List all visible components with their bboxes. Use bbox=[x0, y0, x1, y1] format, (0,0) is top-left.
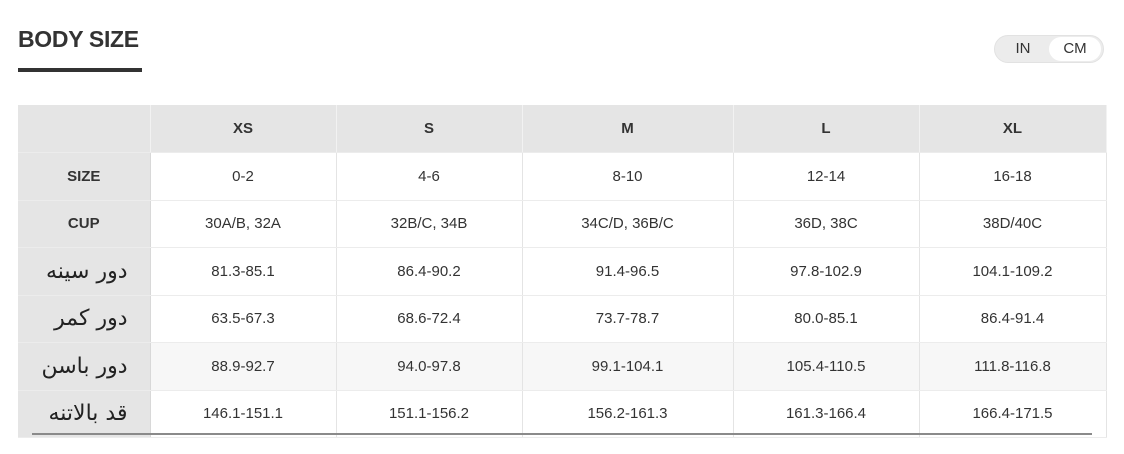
cell: 161.3-166.4 bbox=[733, 390, 920, 438]
header-row: XS S M L XL bbox=[18, 105, 1107, 153]
cell: 36D, 38C bbox=[733, 200, 920, 248]
row-label: قد بالاتنه bbox=[18, 390, 151, 438]
cell: 91.4-96.5 bbox=[522, 247, 734, 296]
unit-option[interactable]: CM bbox=[1049, 37, 1101, 61]
row-label: دور باسن bbox=[18, 342, 151, 391]
row-label: CUP bbox=[18, 200, 151, 248]
column-header: M bbox=[522, 105, 734, 153]
table-bottom-line bbox=[32, 433, 1092, 435]
cell: 86.4-90.2 bbox=[336, 247, 523, 296]
cell: 81.3-85.1 bbox=[150, 247, 337, 296]
table-row: دور کمر 63.5-67.3 68.6-72.4 73.7-78.7 80.0-8… bbox=[18, 295, 1107, 343]
cell: 151.1-156.2 bbox=[336, 390, 523, 438]
cell: 38D/40C bbox=[919, 200, 1107, 248]
cell: 105.4-110.5 bbox=[733, 342, 920, 391]
column-header: S bbox=[336, 105, 523, 153]
cell: 86.4-91.4 bbox=[919, 295, 1107, 343]
table-row: دور سینه 81.3-85.1 86.4-90.2 91.4-96.5 97.8-… bbox=[18, 247, 1107, 296]
cell: 166.4-171.5 bbox=[919, 390, 1107, 438]
cell: 16-18 bbox=[919, 152, 1107, 201]
cell: 99.1-104.1 bbox=[522, 342, 734, 391]
table-row: قد بالاتنه 146.1-151.1 151.1-156.2 156.2-16… bbox=[18, 390, 1107, 438]
cell: 104.1-109.2 bbox=[919, 247, 1107, 296]
cell: 73.7-78.7 bbox=[522, 295, 734, 343]
cell: 0-2 bbox=[150, 152, 337, 201]
column-header: XL bbox=[919, 105, 1107, 153]
title-underline bbox=[18, 68, 142, 72]
cell: 111.8-116.8 bbox=[919, 342, 1107, 391]
cell: 88.9-92.7 bbox=[150, 342, 337, 391]
column-header: XS bbox=[150, 105, 337, 153]
cell: 63.5-67.3 bbox=[150, 295, 337, 343]
cell: 94.0-97.8 bbox=[336, 342, 523, 391]
table-body: SIZE 0-2 4-6 8-10 12-14 16-18 CUP 30A/B, 32A 32B… bbox=[18, 152, 1107, 438]
table-row: دور باسن 88.9-92.7 94.0-97.8 99.1-104.1 105.… bbox=[18, 342, 1107, 391]
row-label: دور کمر bbox=[18, 295, 151, 343]
row-label: دور سینه bbox=[18, 247, 151, 296]
row-label: SIZE bbox=[18, 152, 151, 201]
cell: 68.6-72.4 bbox=[336, 295, 523, 343]
corner-cell bbox=[18, 105, 151, 153]
cell: 34C/D, 36B/C bbox=[522, 200, 734, 248]
size-table: XS S M L XL SIZE 0-2 4-6 8-10 12-14 16-18 CUP 30A/B… bbox=[18, 105, 1107, 438]
cell: 97.8-102.9 bbox=[733, 247, 920, 296]
cell: 12-14 bbox=[733, 152, 920, 201]
cell: 80.0-85.1 bbox=[733, 295, 920, 343]
cell: 32B/C, 34B bbox=[336, 200, 523, 248]
cell: 8-10 bbox=[522, 152, 734, 201]
cell: 30A/B, 32A bbox=[150, 200, 337, 248]
unit-toggle: IN CM bbox=[994, 35, 1104, 63]
cell: 146.1-151.1 bbox=[150, 390, 337, 438]
table-head: XS S M L XL bbox=[18, 105, 1107, 153]
cell: 156.2-161.3 bbox=[522, 390, 734, 438]
column-header: L bbox=[733, 105, 920, 153]
unit-option[interactable]: IN bbox=[1015, 40, 1031, 57]
table-row: SIZE 0-2 4-6 8-10 12-14 16-18 bbox=[18, 152, 1107, 201]
section-title: BODY SIZE bbox=[18, 26, 139, 52]
cell: 4-6 bbox=[336, 152, 523, 201]
table-row: CUP 30A/B, 32A 32B/C, 34B 34C/D, 36B/C 36D, … bbox=[18, 200, 1107, 248]
